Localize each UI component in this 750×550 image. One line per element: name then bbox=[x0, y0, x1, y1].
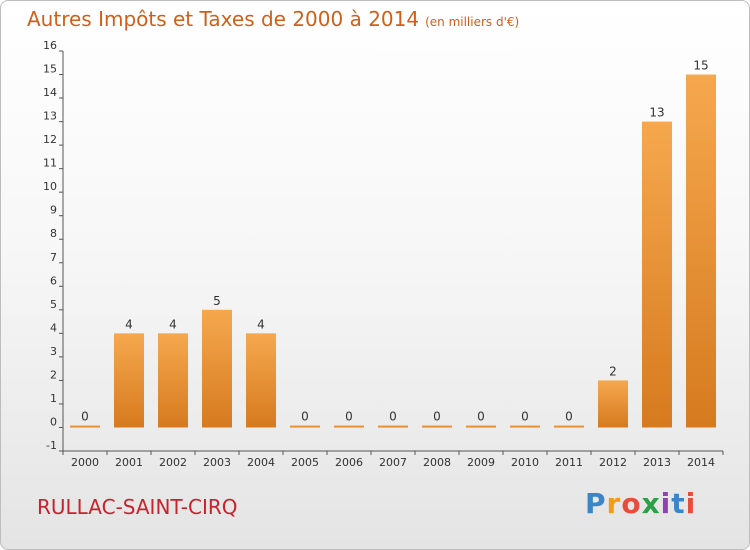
y-tick-label: 12 bbox=[43, 133, 57, 146]
y-tick-label: 1 bbox=[50, 392, 57, 405]
x-tick-label-2007: 2007 bbox=[379, 456, 407, 469]
data-label-2001: 4 bbox=[125, 317, 133, 331]
data-label-2008: 0 bbox=[433, 409, 441, 423]
bar-2012 bbox=[598, 380, 628, 428]
bar-2008 bbox=[422, 425, 452, 428]
data-label-2013: 13 bbox=[649, 106, 664, 120]
proxiti-logo: Proxiti bbox=[585, 487, 696, 520]
x-tick-label-2011: 2011 bbox=[555, 456, 583, 469]
data-label-2010: 0 bbox=[521, 409, 529, 423]
x-tick-label-2012: 2012 bbox=[599, 456, 627, 469]
y-tick-label: 5 bbox=[50, 298, 57, 311]
logo-letter: P bbox=[585, 487, 607, 520]
bar-2003 bbox=[202, 309, 232, 428]
y-tick-label: 11 bbox=[43, 157, 57, 170]
bar-2004 bbox=[246, 333, 276, 428]
data-label-2003: 5 bbox=[213, 294, 221, 308]
y-tick-label: 8 bbox=[50, 227, 57, 240]
y-tick-label: 4 bbox=[50, 321, 57, 334]
bar-2009 bbox=[466, 425, 496, 428]
data-label-2007: 0 bbox=[389, 409, 397, 423]
x-tick-label-2000: 2000 bbox=[71, 456, 99, 469]
y-tick-label: 10 bbox=[43, 180, 57, 193]
x-tick-label-2014: 2014 bbox=[687, 456, 715, 469]
data-label-2005: 0 bbox=[301, 409, 309, 423]
bar-2001 bbox=[114, 333, 144, 428]
bar-2000 bbox=[70, 425, 100, 428]
x-tick-label-2002: 2002 bbox=[159, 456, 187, 469]
y-tick-label: 6 bbox=[50, 274, 57, 287]
bar-2006 bbox=[334, 425, 364, 428]
y-tick-label: 7 bbox=[50, 251, 57, 264]
logo-letter: x bbox=[641, 487, 661, 520]
y-tick-label: 9 bbox=[50, 204, 57, 217]
y-tick-label: 14 bbox=[43, 86, 57, 99]
data-label-2014: 15 bbox=[693, 59, 708, 73]
y-tick-label: -1 bbox=[46, 439, 57, 452]
location-name: RULLAC-SAINT-CIRQ bbox=[37, 495, 238, 519]
data-label-2009: 0 bbox=[477, 409, 485, 423]
data-label-2012: 2 bbox=[609, 364, 617, 378]
bar-2011 bbox=[554, 425, 584, 428]
logo-letter: o bbox=[621, 487, 642, 520]
y-tick-label: 0 bbox=[50, 415, 57, 428]
data-label-2011: 0 bbox=[565, 409, 573, 423]
y-tick-label: 15 bbox=[43, 63, 57, 76]
logo-letter: r bbox=[606, 487, 622, 520]
x-tick-label-2006: 2006 bbox=[335, 456, 363, 469]
x-tick-label-2005: 2005 bbox=[291, 456, 319, 469]
chart-title: Autres Impôts et Taxes de 2000 à 2014 (en… bbox=[27, 7, 519, 31]
y-tick-label: 16 bbox=[43, 39, 57, 52]
data-label-2002: 4 bbox=[169, 317, 177, 331]
y-tick-label: 3 bbox=[50, 345, 57, 358]
chart-title-main: Autres Impôts et Taxes de 2000 à 2014 bbox=[27, 7, 420, 31]
bar-2005 bbox=[290, 425, 320, 428]
bar-2013 bbox=[642, 121, 672, 428]
x-tick-label-2010: 2010 bbox=[511, 456, 539, 469]
logo-letter: i bbox=[660, 487, 672, 520]
x-tick-label-2009: 2009 bbox=[467, 456, 495, 469]
x-tick-label-2004: 2004 bbox=[247, 456, 275, 469]
y-tick-label: 13 bbox=[43, 110, 57, 123]
x-tick-label-2008: 2008 bbox=[423, 456, 451, 469]
bar-2014 bbox=[686, 74, 716, 428]
x-tick-label-2013: 2013 bbox=[643, 456, 671, 469]
x-tick-label-2001: 2001 bbox=[115, 456, 143, 469]
logo-letter: i bbox=[685, 487, 697, 520]
data-label-2006: 0 bbox=[345, 409, 353, 423]
data-label-2000: 0 bbox=[81, 409, 89, 423]
x-tick-label-2003: 2003 bbox=[203, 456, 231, 469]
y-tick-label: 2 bbox=[50, 368, 57, 381]
chart-subtitle: (en milliers d'€) bbox=[425, 15, 520, 29]
data-label-2004: 4 bbox=[257, 317, 265, 331]
bar-2010 bbox=[510, 425, 540, 428]
logo-letter: t bbox=[671, 487, 686, 520]
bar-2002 bbox=[158, 333, 188, 428]
bar-2007 bbox=[378, 425, 408, 428]
